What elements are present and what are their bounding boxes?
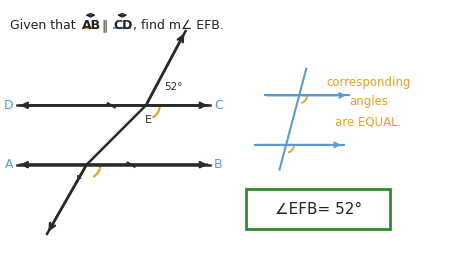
Text: C: C <box>214 99 223 112</box>
Text: corresponding: corresponding <box>327 76 411 89</box>
Text: F: F <box>76 174 82 185</box>
Text: , find m∠ EFB.: , find m∠ EFB. <box>133 19 224 32</box>
Text: B: B <box>214 158 223 171</box>
Text: ∥: ∥ <box>101 19 108 32</box>
Text: Given that: Given that <box>10 19 80 32</box>
Text: A: A <box>5 158 13 171</box>
Text: E: E <box>145 115 151 125</box>
Text: 52°: 52° <box>164 82 182 92</box>
Text: ∠EFB= 52°: ∠EFB= 52° <box>274 202 362 217</box>
Text: angles: angles <box>349 95 388 109</box>
Text: AB: AB <box>82 19 101 32</box>
FancyBboxPatch shape <box>246 189 391 229</box>
Text: D: D <box>4 99 13 112</box>
Text: CD: CD <box>113 19 133 32</box>
Text: are EQUAL.: are EQUAL. <box>336 115 402 128</box>
